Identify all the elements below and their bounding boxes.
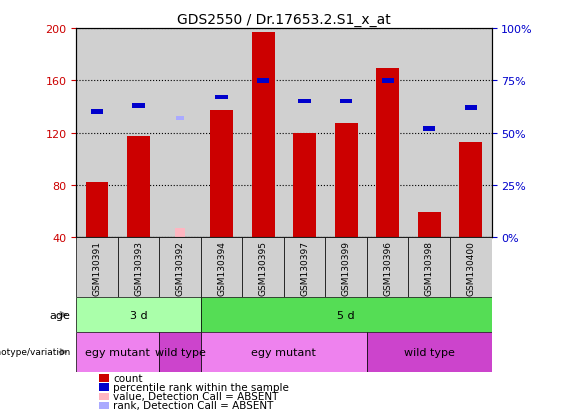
Bar <box>367 29 408 237</box>
Text: 3 d: 3 d <box>130 310 147 320</box>
Bar <box>325 29 367 237</box>
Bar <box>408 29 450 237</box>
Bar <box>175 228 185 237</box>
Bar <box>418 213 441 237</box>
Bar <box>76 237 118 297</box>
Bar <box>86 183 108 237</box>
Bar <box>252 33 275 237</box>
Bar <box>464 106 477 110</box>
Bar <box>201 237 242 297</box>
Text: GSM130392: GSM130392 <box>176 240 185 295</box>
Bar <box>76 332 159 372</box>
Text: rank, Detection Call = ABSENT: rank, Detection Call = ABSENT <box>113 401 273 411</box>
Bar <box>132 104 145 108</box>
Bar <box>284 29 325 237</box>
Text: GSM130398: GSM130398 <box>425 240 434 295</box>
Bar <box>423 127 436 131</box>
Bar <box>201 332 367 372</box>
Bar <box>298 100 311 104</box>
Bar <box>118 29 159 237</box>
Bar <box>367 237 408 297</box>
Bar <box>76 297 201 332</box>
Bar <box>293 133 316 237</box>
Text: GSM130397: GSM130397 <box>300 240 309 295</box>
Text: GSM130395: GSM130395 <box>259 240 268 295</box>
Text: GSM130396: GSM130396 <box>383 240 392 295</box>
Bar <box>210 111 233 237</box>
Bar <box>118 237 159 297</box>
Bar <box>127 137 150 237</box>
Bar <box>450 29 492 237</box>
Bar <box>335 124 358 237</box>
Text: GSM130399: GSM130399 <box>342 240 351 295</box>
Bar <box>257 79 270 83</box>
Bar <box>176 116 184 121</box>
Bar <box>459 142 482 237</box>
Bar <box>91 110 103 115</box>
Text: 5 d: 5 d <box>337 310 355 320</box>
Text: wild type: wild type <box>404 347 455 357</box>
Text: GSM130400: GSM130400 <box>466 240 475 295</box>
Bar <box>76 29 118 237</box>
Bar <box>381 79 394 83</box>
Title: GDS2550 / Dr.17653.2.S1_x_at: GDS2550 / Dr.17653.2.S1_x_at <box>177 12 391 26</box>
Bar <box>159 237 201 297</box>
Bar <box>201 29 242 237</box>
Bar <box>367 332 492 372</box>
Text: egy mutant: egy mutant <box>85 347 150 357</box>
Bar <box>215 95 228 100</box>
Bar <box>159 332 201 372</box>
Text: count: count <box>113 373 142 383</box>
Bar <box>340 100 353 104</box>
Bar <box>242 237 284 297</box>
Bar <box>376 69 399 237</box>
Bar <box>450 237 492 297</box>
Bar <box>284 237 325 297</box>
Text: age: age <box>50 310 71 320</box>
Text: wild type: wild type <box>155 347 206 357</box>
Bar <box>325 237 367 297</box>
Bar <box>201 297 492 332</box>
Text: GSM130391: GSM130391 <box>93 240 102 295</box>
Text: egy mutant: egy mutant <box>251 347 316 357</box>
Text: GSM130393: GSM130393 <box>134 240 143 295</box>
Bar <box>408 237 450 297</box>
Text: percentile rank within the sample: percentile rank within the sample <box>113 382 289 392</box>
Text: value, Detection Call = ABSENT: value, Detection Call = ABSENT <box>113 391 279 401</box>
Bar <box>242 29 284 237</box>
Bar <box>159 29 201 237</box>
Text: GSM130394: GSM130394 <box>217 240 226 295</box>
Text: genotype/variation: genotype/variation <box>0 348 71 356</box>
